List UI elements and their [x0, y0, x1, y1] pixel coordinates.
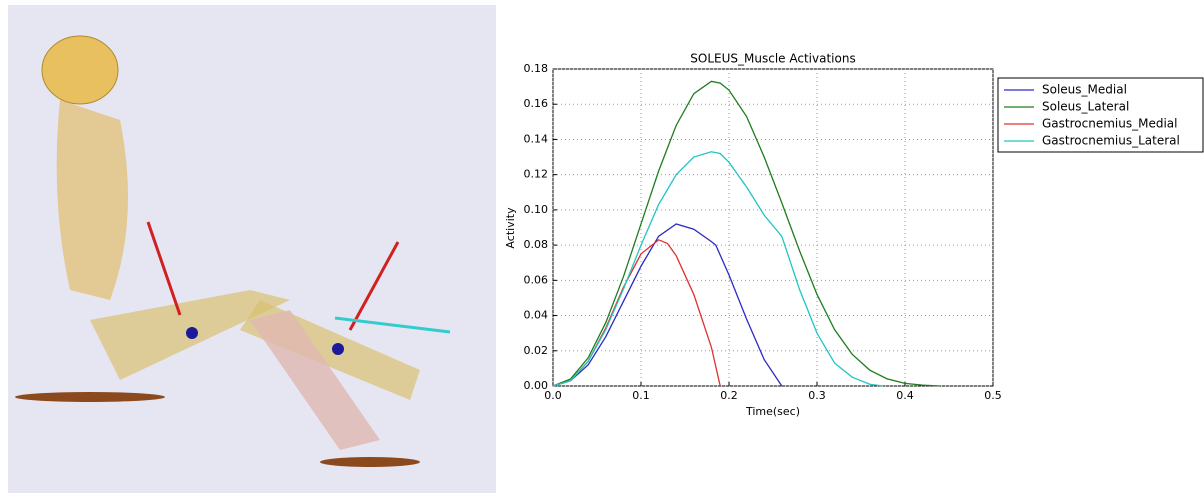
legend-label: Soleus_Medial: [1042, 83, 1127, 97]
legend-label: Gastrocnemius_Medial: [1042, 117, 1177, 131]
y-axis-label: Activity: [504, 207, 517, 249]
skull: [41, 35, 119, 105]
y-tick-label: 0.02: [524, 344, 549, 357]
axis-arrow: [146, 221, 182, 316]
y-tick-label: 0.08: [524, 238, 549, 251]
legend-label: Gastrocnemius_Lateral: [1042, 134, 1180, 148]
chart-title: SOLEUS_Muscle Activations: [690, 52, 855, 66]
y-tick-label: 0.06: [524, 273, 549, 286]
y-tick-label: 0.14: [524, 132, 549, 145]
y-tick-label: 0.12: [524, 168, 549, 181]
x-tick-label: 0.2: [720, 389, 738, 402]
marker: [332, 343, 344, 355]
ribcage: [56, 100, 128, 300]
x-tick-label: 0.4: [896, 389, 914, 402]
line: [552, 239, 721, 387]
marker: [186, 327, 198, 339]
y-tick-label: 0.16: [524, 97, 549, 110]
muscle: [250, 310, 380, 450]
y-tick-label: 0.10: [524, 203, 549, 216]
line: [552, 151, 884, 387]
x-axis-label: Time(sec): [745, 405, 800, 418]
legend-label: Soleus_Lateral: [1042, 100, 1129, 114]
line: [552, 80, 941, 387]
axis-arrow: [348, 241, 400, 331]
line: [552, 223, 783, 387]
legend: Soleus_Medial Soleus_Lateral Gastrocnemius…: [997, 77, 1204, 153]
y-tick-label: 0.04: [524, 309, 549, 322]
x-tick-label: 0.1: [632, 389, 650, 402]
model-render: [8, 5, 496, 493]
actuator: [334, 316, 451, 334]
chart: SOLEUS_Muscle Activations Time(sec) Acti…: [504, 52, 1204, 418]
x-tick-label: 0.0: [544, 389, 562, 402]
y-tick-label: 0.18: [524, 62, 549, 75]
y-tick-label: 0.00: [524, 379, 549, 392]
x-tick-label: 0.5: [984, 389, 1002, 402]
plot-frame: [552, 68, 994, 387]
x-tick-label: 0.3: [808, 389, 826, 402]
floor-plate: [320, 457, 420, 467]
floor-plate: [15, 392, 165, 402]
